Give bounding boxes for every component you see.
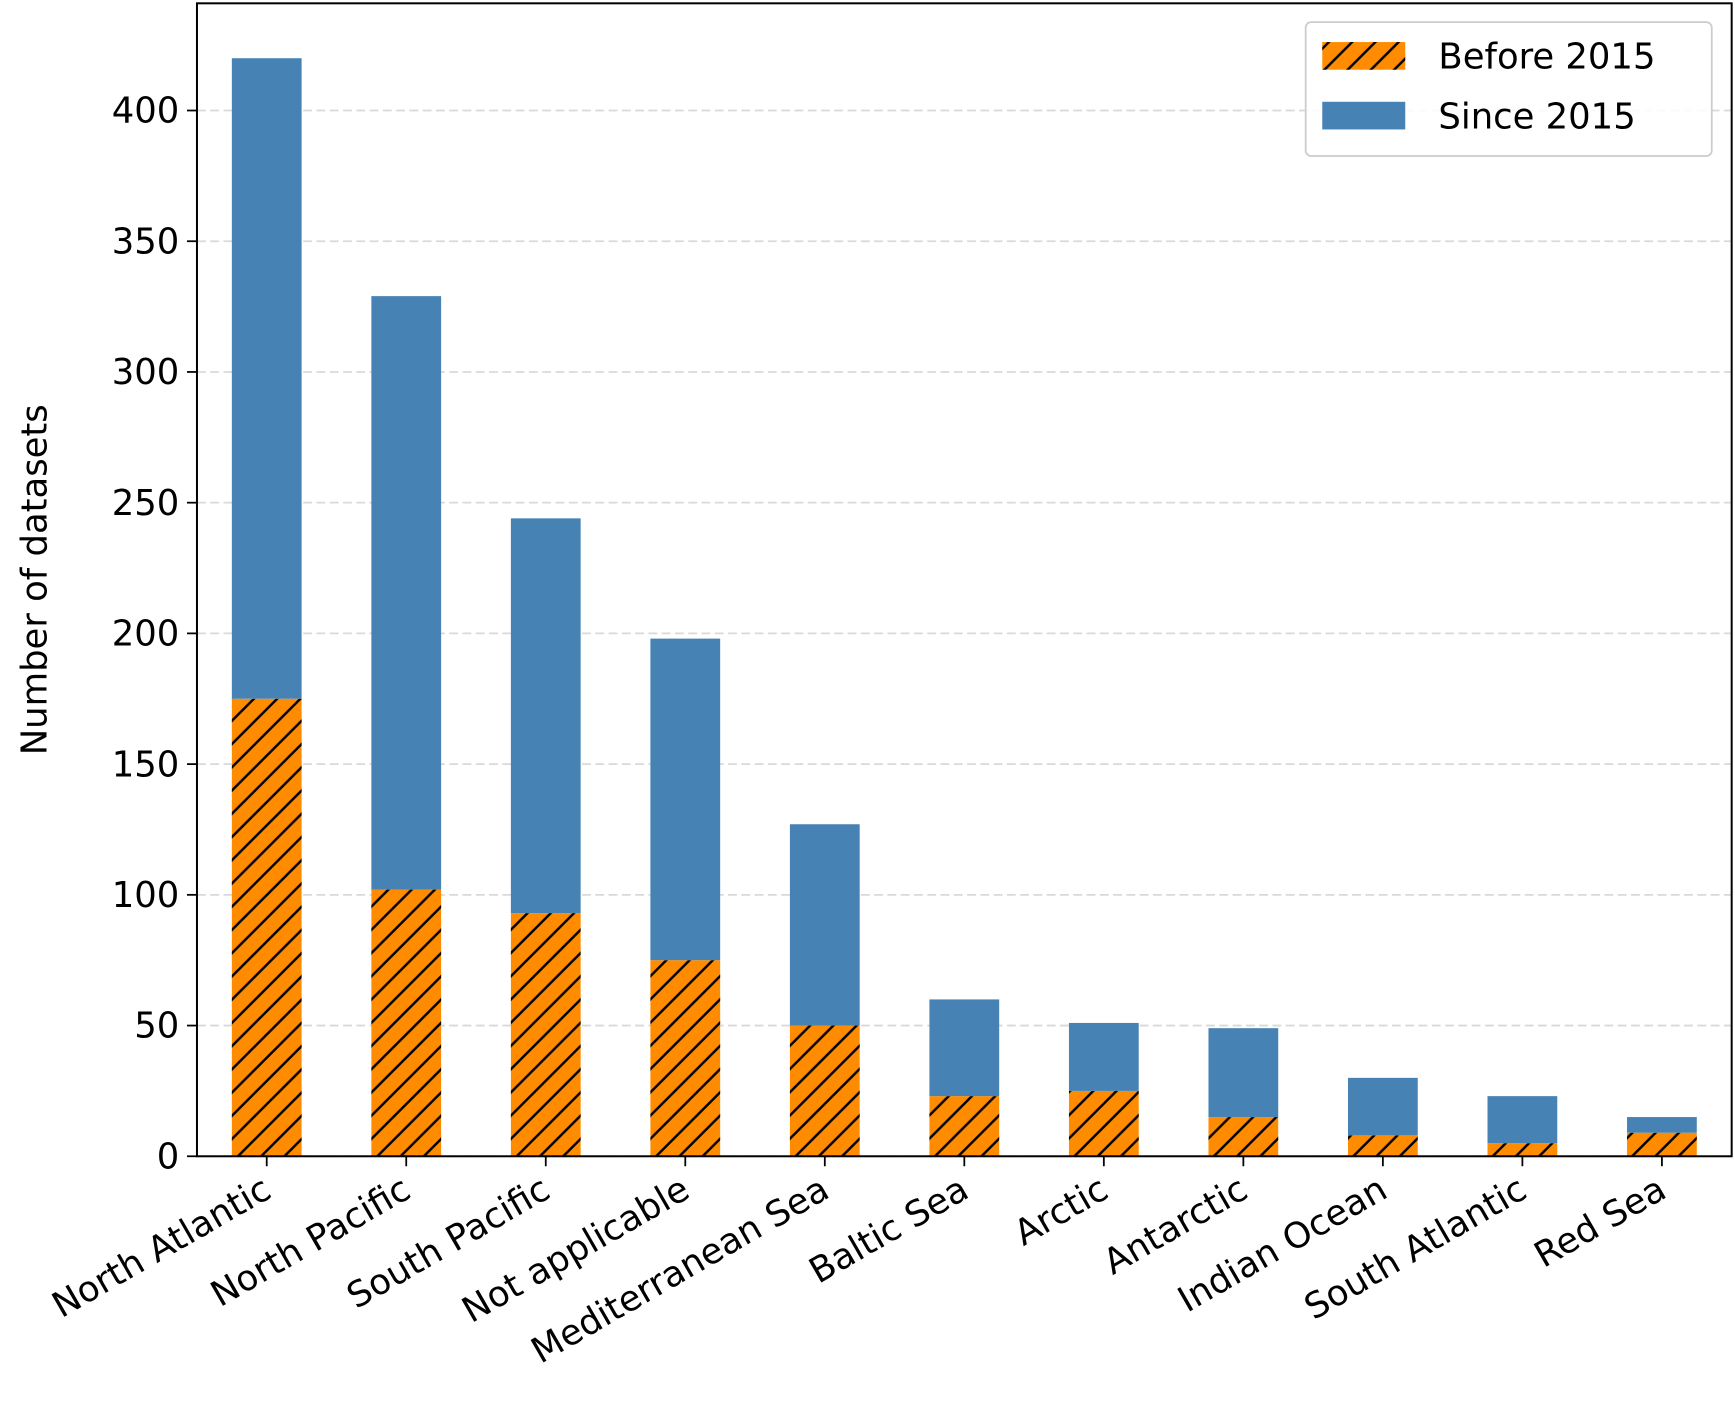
y-tick-label: 0 (157, 1136, 180, 1177)
y-tick-label: 250 (112, 483, 180, 524)
bar-hatch (1487, 1143, 1558, 1157)
y-tick-label: 200 (112, 614, 180, 655)
bar (231, 58, 302, 699)
bar-hatch (1627, 1132, 1697, 1157)
y-tick-label: 350 (112, 221, 180, 262)
bar (1068, 1022, 1139, 1091)
legend-swatch-hatch (1322, 42, 1406, 70)
legend-label: Since 2015 (1438, 96, 1635, 137)
bar (1627, 1117, 1697, 1133)
bar (510, 518, 581, 914)
bar (371, 296, 442, 890)
bar-hatch (789, 1025, 860, 1157)
legend-swatch (1322, 101, 1406, 130)
y-tick-label: 100 (112, 875, 180, 916)
x-tick-label: Red Sea (1527, 1168, 1673, 1276)
bar-hatch (1208, 1117, 1279, 1157)
legend-label: Before 2015 (1438, 37, 1655, 78)
bar-hatch (231, 698, 302, 1157)
y-tick-label: 150 (112, 744, 180, 785)
legend-box (1304, 21, 1713, 157)
bar-hatch (650, 960, 721, 1157)
bar (1208, 1028, 1279, 1118)
x-tick-label: Arctic (1007, 1168, 1115, 1254)
bar (929, 999, 1000, 1097)
y-tick-label: 400 (112, 91, 180, 132)
bar (650, 638, 721, 961)
plot-frame (195, 2, 1733, 1158)
bar-hatch (1068, 1090, 1139, 1157)
y-tick-label: 300 (112, 352, 180, 393)
y-axis-label: Number of datasets (14, 404, 55, 755)
bar-hatch (371, 889, 442, 1157)
bar-hatch (1347, 1135, 1418, 1157)
bar (1487, 1096, 1558, 1144)
bar (789, 824, 860, 1026)
bar (1347, 1077, 1418, 1136)
y-tick-label: 50 (134, 1006, 179, 1047)
x-tick-label: Baltic Sea (802, 1168, 975, 1292)
bar-hatch (929, 1096, 1000, 1157)
bar-hatch (510, 913, 581, 1157)
